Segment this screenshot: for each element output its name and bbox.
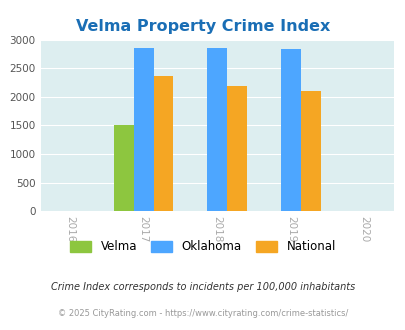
Legend: Velma, Oklahoma, National: Velma, Oklahoma, National [66, 237, 339, 257]
Bar [113, 125, 133, 211]
Bar [300, 91, 320, 211]
Bar [280, 49, 300, 211]
Text: Crime Index corresponds to incidents per 100,000 inhabitants: Crime Index corresponds to incidents per… [51, 282, 354, 292]
Bar [153, 76, 173, 211]
Text: Velma Property Crime Index: Velma Property Crime Index [76, 19, 329, 34]
Text: © 2025 CityRating.com - https://www.cityrating.com/crime-statistics/: © 2025 CityRating.com - https://www.city… [58, 309, 347, 318]
Bar [207, 48, 226, 211]
Bar [226, 86, 246, 211]
Bar [133, 48, 153, 211]
